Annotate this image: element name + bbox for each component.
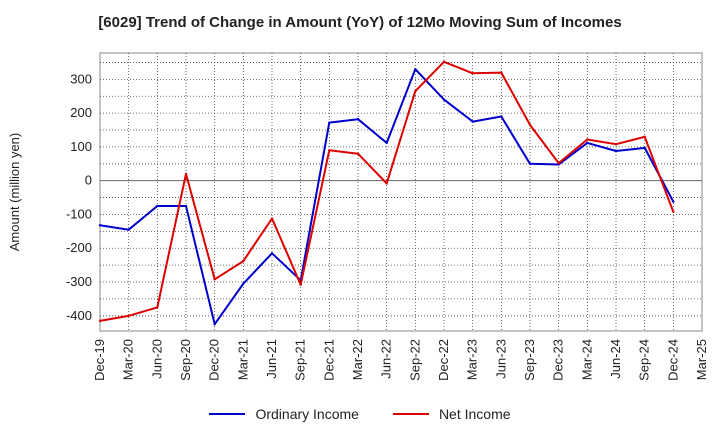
data-point <box>500 71 503 74</box>
data-point <box>557 161 560 165</box>
data-point <box>127 228 130 231</box>
data-point <box>672 200 675 203</box>
x-tick-label: Jun-23 <box>493 339 508 379</box>
data-point <box>270 252 274 255</box>
legend-swatch-net-income <box>392 413 429 415</box>
data-point <box>242 282 245 285</box>
legend-swatch-ordinary-income <box>209 413 246 415</box>
x-tick-label: Dec-24 <box>665 339 680 381</box>
data-point <box>356 152 360 155</box>
data-point <box>586 141 589 145</box>
data-point <box>672 210 675 213</box>
data-point <box>184 204 188 208</box>
data-point <box>356 118 360 121</box>
data-point <box>385 182 388 185</box>
y-tick-label: -400 <box>66 308 92 323</box>
y-tick-label: 300 <box>70 71 92 86</box>
data-point <box>442 60 446 63</box>
x-tick-label: Mar-20 <box>121 339 136 380</box>
data-point <box>156 204 159 208</box>
x-tick-label: Sep-20 <box>178 339 193 381</box>
data-point <box>442 98 446 101</box>
x-tick-label: Dec-20 <box>207 339 222 381</box>
data-point <box>270 217 274 220</box>
y-tick-label: 200 <box>70 105 92 120</box>
chart-title: [6029] Trend of Change in Amount (YoY) o… <box>98 14 622 31</box>
data-point <box>500 115 503 118</box>
data-point <box>385 141 388 145</box>
x-tick-label: Sep-22 <box>407 339 422 381</box>
x-tick-label: Dec-19 <box>92 339 107 381</box>
data-point <box>471 72 474 75</box>
data-point <box>184 172 188 176</box>
data-point <box>328 149 331 152</box>
x-tick-label: Mar-23 <box>465 339 480 380</box>
data-point <box>414 89 417 93</box>
data-point <box>643 146 646 150</box>
x-tick-label: Dec-22 <box>436 339 451 381</box>
y-tick-label: -100 <box>66 206 92 221</box>
data-point <box>643 135 646 138</box>
data-point <box>98 319 102 323</box>
legend-label-ordinary-income: Ordinary Income <box>255 406 359 422</box>
legend-label-net-income: Net Income <box>438 406 511 422</box>
y-axis-title: Amount (million yen) <box>7 133 22 252</box>
y-tick-label: -200 <box>66 240 92 255</box>
x-tick-label: Jun-24 <box>608 339 623 379</box>
x-tick-label: Mar-24 <box>579 339 594 380</box>
x-tick-label: Sep-23 <box>522 339 537 381</box>
data-point <box>471 120 474 123</box>
data-point <box>299 283 302 286</box>
x-tick-label: Jun-20 <box>149 339 164 379</box>
y-tick-label: 100 <box>70 139 92 154</box>
x-tick-label: Dec-21 <box>321 339 336 381</box>
y-tick-label: -300 <box>66 274 92 289</box>
data-point <box>242 259 245 263</box>
data-point <box>213 323 216 326</box>
data-point <box>98 224 102 227</box>
data-point <box>156 306 159 309</box>
x-tick-label: Dec-23 <box>551 339 566 381</box>
data-point <box>614 143 618 146</box>
data-point <box>127 314 130 317</box>
legend-item-ordinary-income: Ordinary Income <box>209 406 359 422</box>
x-tick-label: Mar-22 <box>350 339 365 380</box>
x-tick-label: Sep-24 <box>637 339 652 381</box>
data-point <box>614 149 618 153</box>
x-tick-label: Mar-21 <box>235 339 250 380</box>
x-tick-label: Mar-25 <box>694 339 709 380</box>
data-point <box>528 123 532 127</box>
x-tick-label: Sep-21 <box>293 339 308 381</box>
legend-item-net-income: Net Income <box>392 406 511 422</box>
x-tick-label: Jun-22 <box>379 339 394 379</box>
legend: Ordinary Income Net Income <box>0 406 720 422</box>
plot-area <box>99 52 703 332</box>
x-tick-label: Jun-21 <box>264 339 279 379</box>
data-point <box>414 68 417 71</box>
data-point <box>328 121 331 124</box>
data-point <box>213 278 216 281</box>
data-point <box>586 138 589 141</box>
data-point <box>528 162 532 165</box>
y-tick-label: 0 <box>85 173 92 188</box>
